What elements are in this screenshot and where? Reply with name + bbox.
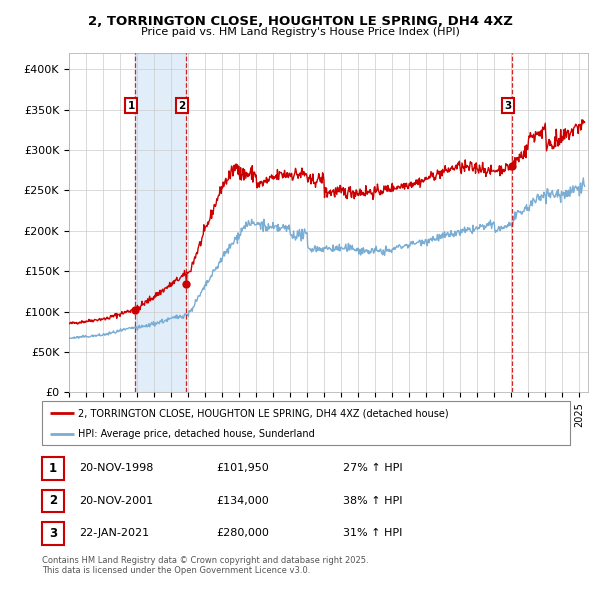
Text: 2: 2 bbox=[49, 494, 57, 507]
Text: 2, TORRINGTON CLOSE, HOUGHTON LE SPRING, DH4 4XZ: 2, TORRINGTON CLOSE, HOUGHTON LE SPRING,… bbox=[88, 15, 512, 28]
FancyBboxPatch shape bbox=[42, 457, 64, 480]
Text: £280,000: £280,000 bbox=[216, 529, 269, 539]
Text: £134,000: £134,000 bbox=[216, 496, 269, 506]
Text: 2, TORRINGTON CLOSE, HOUGHTON LE SPRING, DH4 4XZ (detached house): 2, TORRINGTON CLOSE, HOUGHTON LE SPRING,… bbox=[78, 408, 449, 418]
Text: Contains HM Land Registry data © Crown copyright and database right 2025.
This d: Contains HM Land Registry data © Crown c… bbox=[42, 556, 368, 575]
Text: 22-JAN-2021: 22-JAN-2021 bbox=[79, 529, 149, 539]
FancyBboxPatch shape bbox=[42, 401, 570, 445]
Text: 27% ↑ HPI: 27% ↑ HPI bbox=[343, 463, 403, 473]
Text: HPI: Average price, detached house, Sunderland: HPI: Average price, detached house, Sund… bbox=[78, 428, 314, 438]
Text: 20-NOV-1998: 20-NOV-1998 bbox=[79, 463, 154, 473]
Bar bbox=[135, 53, 186, 392]
Text: 20-NOV-2001: 20-NOV-2001 bbox=[79, 496, 153, 506]
Text: 38% ↑ HPI: 38% ↑ HPI bbox=[343, 496, 403, 506]
Text: 2: 2 bbox=[178, 101, 185, 110]
Text: 1: 1 bbox=[127, 101, 134, 110]
FancyBboxPatch shape bbox=[42, 490, 64, 512]
Text: Price paid vs. HM Land Registry's House Price Index (HPI): Price paid vs. HM Land Registry's House … bbox=[140, 27, 460, 37]
Text: £101,950: £101,950 bbox=[216, 463, 269, 473]
Text: 31% ↑ HPI: 31% ↑ HPI bbox=[343, 529, 403, 539]
FancyBboxPatch shape bbox=[42, 522, 64, 545]
Text: 1: 1 bbox=[49, 462, 57, 475]
Text: 3: 3 bbox=[49, 527, 57, 540]
Text: 3: 3 bbox=[505, 101, 512, 110]
